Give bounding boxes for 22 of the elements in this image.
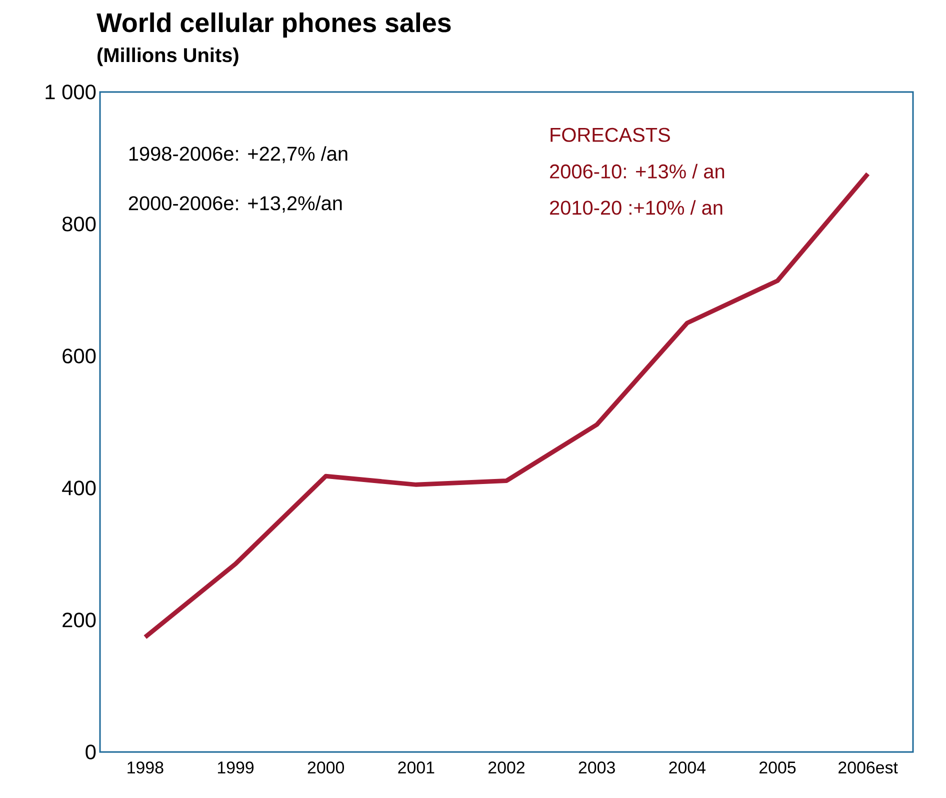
y-tick-label: 1 000 (46, 84, 96, 100)
x-tick-label: 1998 (128, 762, 164, 774)
y-tick-label: 800 (62, 216, 96, 232)
x-tick-label: 1999 (218, 762, 254, 774)
y-tick-label: 200 (62, 612, 96, 628)
x-tick-label: 2002 (488, 762, 524, 774)
x-tick-label: 2003 (578, 762, 615, 774)
annotation: 2000-2006e: +13,2%/an (128, 196, 342, 213)
annotation: 2010-20 :+10% / an (550, 200, 722, 215)
x-tick-label: 2005 (760, 762, 796, 774)
annotation: FORECASTS (550, 128, 670, 142)
x-tick-label: 2006est (838, 762, 898, 774)
chart-subtitle: (Millions Units) (98, 48, 238, 66)
x-tick-label: 2001 (398, 762, 434, 774)
y-tick-label: 600 (62, 348, 96, 364)
x-tick-label: 2000 (308, 762, 344, 774)
annotation: 2006-10: +13% / an (550, 164, 724, 178)
chart-title: World cellular phones sales (96, 12, 451, 38)
annotation: 1998-2006e: +22,7% /an (129, 146, 348, 164)
y-tick-label: 400 (62, 480, 96, 496)
x-tick-label: 2004 (669, 762, 706, 774)
y-tick-label: 0 (86, 744, 96, 760)
